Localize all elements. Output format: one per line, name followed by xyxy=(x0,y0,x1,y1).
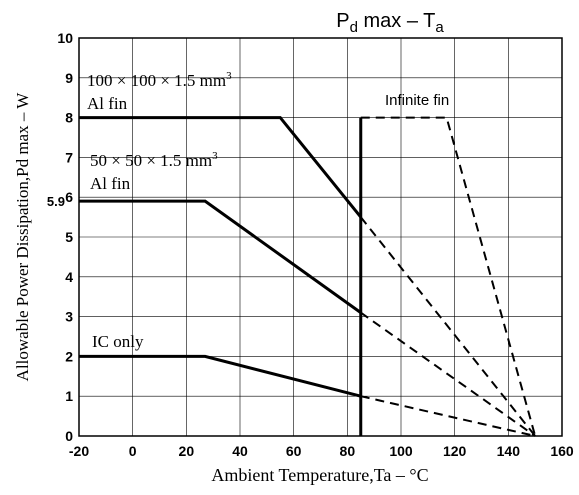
y-tick-label: 1 xyxy=(65,388,73,404)
x-tick-label: 0 xyxy=(129,443,137,459)
y-tick-label: 5 xyxy=(65,229,73,245)
sinf-dashed-line xyxy=(360,116,537,437)
chart-title: Pd max – Ta xyxy=(336,10,444,36)
x-tick-label: -20 xyxy=(69,443,89,459)
x-tick-label: 120 xyxy=(443,443,467,459)
y-tick-label: 9 xyxy=(65,70,73,86)
x-tick-label: 40 xyxy=(232,443,248,459)
s50-solid-line xyxy=(79,199,362,314)
s100-dashed-line xyxy=(359,216,536,437)
y-tick-label: 0 xyxy=(65,428,73,444)
sic-solid-line xyxy=(79,354,362,398)
y-tick-label: 7 xyxy=(65,149,73,165)
y-tick-label: 6 xyxy=(65,189,73,205)
label-100-fin-size: 100 × 100 × 1.5 mm3 xyxy=(87,70,232,90)
y-tick-label: 4 xyxy=(65,269,73,285)
grid-lines xyxy=(78,37,563,437)
x-tick-label: 140 xyxy=(497,443,521,459)
label-infinite-fin: Infinite fin xyxy=(385,92,449,109)
y-tick-labels: 0 1 2 3 4 5 6 7 8 9 10 xyxy=(57,30,73,444)
y-tick-label: 2 xyxy=(65,348,73,364)
x-tick-labels: -20 0 20 40 60 80 100 120 140 160 xyxy=(69,443,574,459)
y-tick-label: 3 xyxy=(65,309,73,325)
y-axis-label: Allowable Power Dissipation,Pd max – W xyxy=(13,92,32,382)
label-50-al-fin: Al fin xyxy=(90,174,131,193)
y-tick-label-5-9: 5.9 xyxy=(47,194,65,209)
x-tick-label: 160 xyxy=(550,443,574,459)
label-100-al-fin: Al fin xyxy=(87,94,128,113)
s100-solid-line xyxy=(79,116,362,219)
x-tick-label: 60 xyxy=(286,443,302,459)
x-tick-label: 80 xyxy=(340,443,356,459)
s50-dashed-line xyxy=(360,311,536,437)
x-axis-label: Ambient Temperature,Ta – °C xyxy=(211,465,428,485)
x-tick-label: 100 xyxy=(389,443,413,459)
x-tick-label: 20 xyxy=(179,443,195,459)
y-tick-label: 10 xyxy=(57,30,73,46)
sic-dashed-line xyxy=(360,395,536,437)
y-tick-label: 8 xyxy=(65,110,73,126)
label-ic-only: IC only xyxy=(92,332,144,351)
series-group xyxy=(79,116,537,437)
plot-frame xyxy=(78,37,563,437)
label-50-fin-size: 50 × 50 × 1.5 mm3 xyxy=(90,150,218,170)
